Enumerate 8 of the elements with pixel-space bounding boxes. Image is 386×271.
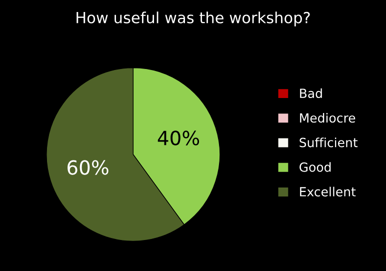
chart-title: How useful was the workshop? [76, 12, 310, 26]
data-label: 40% [158, 130, 200, 146]
legend-label: Sufficient [300, 138, 358, 148]
data-label: 60% [68, 160, 108, 175]
legend-label: Excellent [300, 186, 356, 196]
legend-label: Mediocre [300, 112, 356, 123]
legend-label: Bad [300, 88, 322, 98]
legend-label: Good [300, 162, 331, 172]
